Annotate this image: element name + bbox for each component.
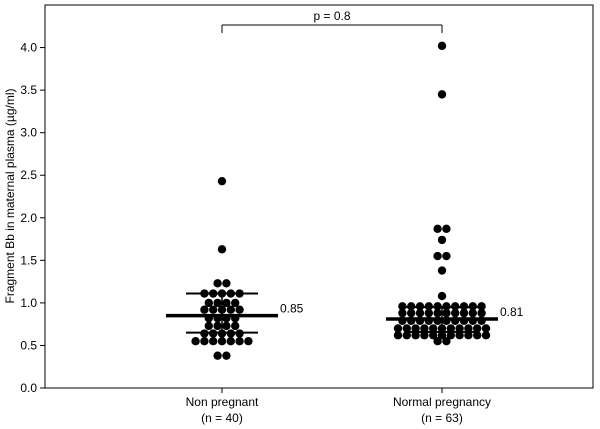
data-point: [446, 324, 455, 333]
data-point: [222, 321, 231, 331]
data-point: [402, 324, 411, 333]
data-point: [429, 331, 438, 340]
data-point: [455, 324, 464, 333]
data-point: [433, 251, 442, 261]
data-point: [442, 251, 451, 261]
data-point: [222, 279, 231, 288]
data-point: [393, 331, 403, 340]
data-point: [217, 245, 227, 254]
data-point: [451, 308, 460, 318]
data-point: [437, 291, 447, 301]
y-axis-title: Fragment Bb in maternal plasma (µg/ml): [3, 89, 17, 304]
data-point: [235, 336, 244, 346]
data-point: [235, 305, 244, 314]
data-point: [442, 336, 451, 346]
groups: 0.85 Non pregnant (n = 40) 0.81 Normal pregn…: [166, 41, 524, 425]
comparison-bracket: p = 0.8: [221, 9, 443, 33]
data-point: [222, 351, 231, 360]
data-point: [437, 41, 447, 51]
data-point: [481, 324, 491, 333]
data-point: [222, 298, 231, 308]
data-point: [468, 308, 477, 318]
data-point: [420, 331, 429, 340]
median-value-label: 0.81: [500, 305, 524, 319]
data-point: [442, 224, 451, 234]
data-point: [429, 324, 438, 333]
y-tick-label: 0.5: [20, 338, 37, 352]
data-point: [433, 308, 442, 318]
data-point: [437, 235, 447, 245]
data-point: [209, 305, 218, 314]
y-tick-label: 1.0: [20, 296, 37, 310]
data-point: [398, 308, 407, 318]
data-point: [420, 324, 429, 333]
data-point: [477, 302, 486, 311]
data-point: [213, 351, 222, 360]
category-n-label: (n = 40): [201, 411, 243, 425]
category-n-label: (n = 63): [421, 411, 463, 425]
data-point: [191, 336, 200, 346]
data-point: [217, 336, 227, 346]
data-point: [226, 336, 235, 346]
data-point: [393, 324, 403, 333]
data-point: [204, 298, 213, 308]
category-label: Normal pregnancy: [393, 395, 491, 409]
data-point: [407, 308, 416, 318]
data-point: [464, 324, 473, 333]
y-tick-label: 4.0: [20, 41, 37, 55]
data-point: [398, 302, 407, 311]
data-point: [213, 298, 222, 308]
data-point: [411, 331, 420, 340]
group-normal-pregnancy: 0.81 Normal pregnancy (n = 63): [386, 41, 524, 425]
data-point: [437, 90, 447, 99]
data-point: [433, 224, 442, 234]
data-point: [437, 331, 447, 340]
data-point: [200, 336, 209, 346]
y-axis: 0.0 0.5 1.0 1.5 2.0 2.5 3.0 3.5 4.0: [20, 41, 45, 395]
data-point: [411, 324, 420, 333]
data-point: [213, 279, 222, 288]
y-tick-label: 3.5: [20, 83, 37, 97]
data-point: [464, 331, 473, 340]
data-point: [477, 308, 486, 318]
data-point: [446, 331, 455, 340]
y-tick-label: 1.5: [20, 253, 37, 267]
data-point: [455, 331, 464, 340]
category-label: Non pregnant: [186, 395, 259, 409]
group-non-pregnant: 0.85 Non pregnant (n = 40): [166, 176, 304, 425]
data-point: [433, 336, 442, 346]
data-point: [402, 331, 411, 340]
data-point: [231, 298, 240, 308]
data-point: [200, 305, 209, 314]
data-point: [415, 308, 425, 318]
p-value-label: p = 0.8: [313, 9, 350, 23]
data-point: [244, 336, 253, 346]
data-point: [442, 308, 451, 318]
data-point: [481, 331, 491, 340]
data-point: [231, 321, 240, 331]
data-point: [209, 336, 218, 346]
y-tick-label: 0.0: [20, 381, 37, 395]
median-value-label: 0.85: [280, 302, 304, 316]
data-point: [459, 308, 469, 318]
data-point: [217, 176, 227, 186]
y-tick-label: 3.0: [20, 126, 37, 140]
data-point: [204, 321, 213, 331]
data-point: [437, 266, 447, 275]
data-point: [213, 321, 222, 331]
y-tick-label: 2.0: [20, 211, 37, 225]
data-point: [473, 331, 482, 340]
data-point: [424, 308, 433, 318]
plot-frame: [44, 4, 594, 389]
data-point: [226, 305, 235, 314]
data-point: [473, 324, 482, 333]
y-tick-label: 2.5: [20, 168, 37, 182]
